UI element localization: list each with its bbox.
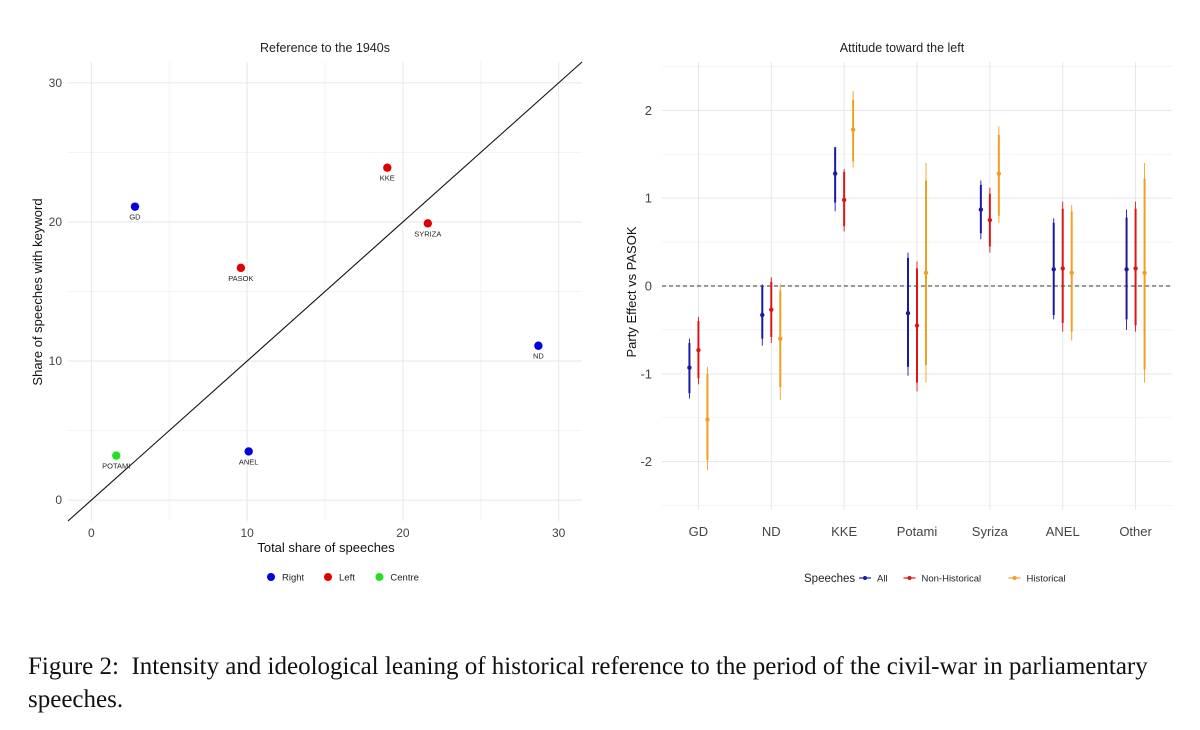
legend-key-point-non-historical <box>907 576 912 580</box>
estimate-point-kke-non-historical <box>841 197 847 203</box>
legend-label: Non-Historical <box>922 574 982 585</box>
scatter-point-potami <box>112 451 121 460</box>
estimate-point-kke-all <box>832 171 838 176</box>
caption-label: Figure 2: <box>28 653 119 680</box>
caption-text: Intensity and ideological leaning of his… <box>28 653 1148 713</box>
estimate-point-potami-non-historical <box>914 323 920 328</box>
legend-label: Historical <box>1027 574 1066 585</box>
scatter-title: Reference to the 1940s <box>260 41 390 55</box>
scatter-point-nd <box>534 341 543 350</box>
estimate-point-anel-all <box>1051 267 1056 272</box>
scatter-point-label: GD <box>129 213 141 222</box>
scatter-point-label: ND <box>533 352 544 361</box>
pointrange-y-tick-label: -1 <box>640 366 652 381</box>
legend-key-centre <box>375 573 384 581</box>
estimate-point-anel-non-historical <box>1060 266 1065 271</box>
pointrange-marks <box>687 90 1147 471</box>
scatter-reference-line <box>67 61 583 522</box>
pointrange-y-tick-label: 1 <box>645 191 652 206</box>
scatter-y-tick-label: 30 <box>49 76 63 90</box>
estimate-point-gd-non-historical <box>696 347 701 353</box>
estimate-point-syriza-all <box>978 207 984 212</box>
scatter-panel-1940s: Reference to the 1940s GD KKE SYRIZA PASOK N… <box>30 41 583 584</box>
pointrange-y-tick-label: 2 <box>645 103 652 118</box>
pointrange-tick-labels: GD ND KKE Potami Syriza ANEL Other -2 -1 0 1 2 <box>640 103 1152 539</box>
pointrange-x-tick-label: KKE <box>831 524 857 539</box>
scatter-x-tick-label: 10 <box>240 526 254 540</box>
scatter-point-label: POTAMI <box>102 462 130 471</box>
figure-caption: Figure 2: Intensity and ideological lean… <box>28 650 1188 716</box>
scatter-x-tick-label: 20 <box>396 526 410 540</box>
pointrange-x-tick-label: GD <box>689 524 709 539</box>
scatter-points: GD KKE SYRIZA PASOK ND ANEL POTAMI <box>102 163 544 471</box>
scatter-x-tick-label: 0 <box>88 526 95 540</box>
scatter-gridlines <box>68 62 582 521</box>
scatter-point-label: KKE <box>380 174 395 183</box>
scatter-point-label: SYRIZA <box>414 229 441 238</box>
pointrange-y-tick-label: -2 <box>640 454 652 469</box>
scatter-legend: Right Left Centre <box>267 573 419 584</box>
scatter-y-tick-label: 0 <box>55 493 62 507</box>
pointrange-x-tick-label: ANEL <box>1046 524 1080 539</box>
legend-key-left <box>324 573 332 581</box>
estimate-point-gd-all <box>687 365 692 370</box>
estimate-point-nd-all <box>760 312 765 318</box>
estimate-point-potami-all <box>905 311 911 316</box>
estimate-point-nd-non-historical <box>769 307 774 312</box>
estimate-point-anel-historical <box>1069 270 1074 276</box>
estimate-point-kke-historical <box>850 127 856 132</box>
estimate-point-syriza-historical <box>996 171 1002 176</box>
scatter-point-syriza <box>423 219 432 228</box>
estimate-point-gd-historical <box>705 417 710 422</box>
pointrange-x-tick-label: Syriza <box>972 524 1009 539</box>
scatter-point-gd <box>130 202 140 211</box>
legend-label: Centre <box>390 573 419 584</box>
estimate-point-other-historical <box>1142 270 1147 276</box>
scatter-point-label: PASOK <box>228 274 253 283</box>
pointrange-x-tick-label: Other <box>1119 524 1152 539</box>
scatter-y-tick-label: 10 <box>49 354 63 368</box>
estimate-point-potami-historical <box>923 270 929 276</box>
legend-key-point-all <box>863 576 867 580</box>
legend-label: Left <box>339 573 355 584</box>
estimate-point-syriza-non-historical <box>987 217 993 223</box>
legend-label: Right <box>282 573 305 584</box>
pointrange-x-tick-label: ND <box>762 524 781 539</box>
scatter-y-tick-label: 20 <box>49 215 63 229</box>
pointrange-x-tick-label: Potami <box>897 524 938 539</box>
legend-label: All <box>877 574 888 585</box>
scatter-point-pasok <box>236 263 246 273</box>
pointrange-y-tick-label: 0 <box>645 279 652 294</box>
estimate-point-nd-historical <box>778 336 783 341</box>
pointrange-title: Attitude toward the left <box>840 41 965 55</box>
legend-key-point-historical <box>1012 576 1017 580</box>
scatter-point-label: ANEL <box>239 457 259 466</box>
scatter-x-axis-label: Total share of speeches <box>257 540 395 555</box>
scatter-point-kke <box>383 163 392 172</box>
pointrange-y-axis-label: Party Effect vs PASOK <box>624 226 639 357</box>
pointrange-panel-attitude: Attitude toward the left GD ND KKE Potami Sy… <box>624 41 1172 585</box>
figure-panels: Reference to the 1940s GD KKE SYRIZA PASOK N… <box>30 41 1172 585</box>
scatter-tick-labels: 0 10 20 30 0 10 20 30 <box>49 76 566 540</box>
scatter-y-axis-label: Share of speeches with keyword <box>30 198 45 385</box>
scatter-point-anel <box>244 447 253 456</box>
legend-title: Speeches <box>804 573 855 585</box>
legend-key-right <box>267 573 275 581</box>
estimate-point-other-all <box>1124 267 1129 272</box>
scatter-x-tick-label: 30 <box>552 526 566 540</box>
scatter-diagonal-line <box>67 61 583 522</box>
pointrange-legend: Speeches All Non-Historical Historical <box>804 573 1066 585</box>
estimate-point-other-non-historical <box>1133 266 1138 271</box>
